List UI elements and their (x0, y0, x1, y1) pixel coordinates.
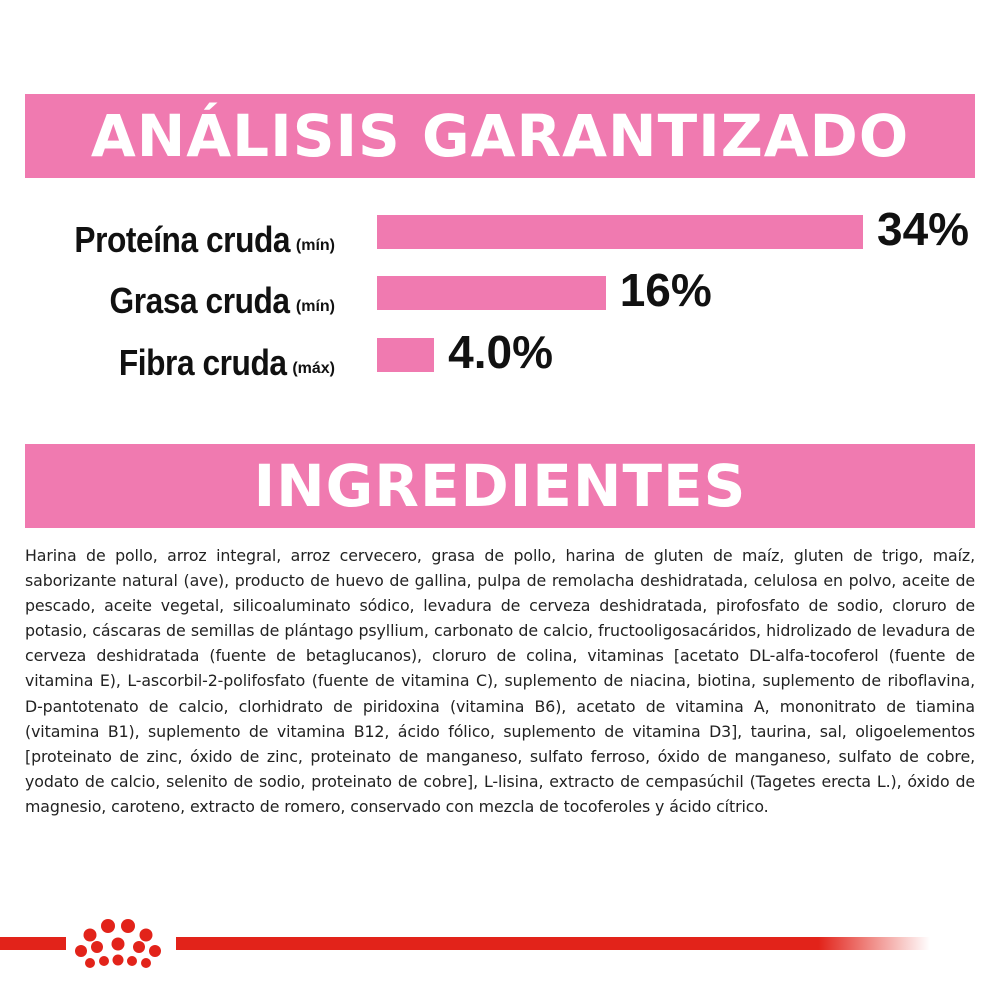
nutrient-value: 34% (877, 203, 970, 255)
nutrient-value: 4.0% (448, 326, 554, 378)
nutrient-qualifier: (mín) (295, 237, 335, 254)
crown-logo-svg (75, 919, 161, 968)
footer-red-line (0, 937, 930, 950)
analysis-banner: ANÁLISIS GARANTIZADO (25, 94, 975, 178)
nutrient-bar (377, 276, 606, 310)
nutrient-row-fat: Grasa cruda (mín) 16% (0, 264, 1000, 326)
crown-icon (66, 910, 176, 980)
nutrient-name: Fibra cruda (118, 342, 287, 383)
nutrient-qualifier: (mín) (295, 298, 335, 315)
nutrient-bar (377, 338, 435, 372)
ingredients-title: INGREDIENTES (253, 452, 747, 520)
ingredients-banner: INGREDIENTES (25, 444, 975, 528)
nutrient-row-protein: Proteína cruda (mín) 34% (0, 203, 1000, 265)
nutrient-row-fiber: Fibra cruda (máx) 4.0% (0, 326, 1000, 388)
nutrient-qualifier: (máx) (292, 360, 335, 377)
nutrient-bar (377, 215, 863, 249)
nutrient-name: Grasa cruda (109, 280, 291, 321)
analysis-title: ANÁLISIS GARANTIZADO (90, 102, 910, 170)
ingredients-list: Harina de pollo, arroz integral, arroz c… (25, 546, 975, 816)
nutrient-name: Proteína cruda (74, 219, 290, 260)
nutrient-value: 16% (619, 264, 712, 316)
